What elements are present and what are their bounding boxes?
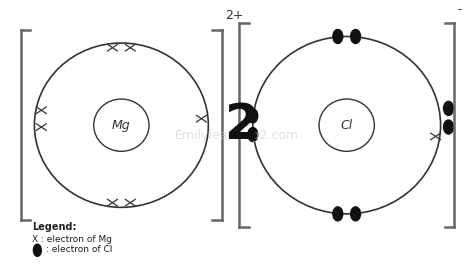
Ellipse shape [444,101,454,115]
Text: : electron of Cl: : electron of Cl [46,245,113,254]
Text: Emilylearning2.com: Emilylearning2.com [175,129,299,142]
Ellipse shape [248,128,258,142]
Text: Mg: Mg [112,119,131,132]
Ellipse shape [248,109,258,123]
Text: 2+: 2+ [225,9,244,23]
Text: Legend:: Legend: [32,222,77,232]
Text: 2: 2 [225,101,259,149]
Ellipse shape [333,207,343,221]
Ellipse shape [351,29,361,43]
Text: X : electron of Mg: X : electron of Mg [32,235,112,244]
Text: Cl: Cl [341,119,353,132]
Ellipse shape [33,244,41,256]
Ellipse shape [333,29,343,43]
Text: -: - [457,3,462,16]
Ellipse shape [351,207,361,221]
Ellipse shape [444,120,454,134]
